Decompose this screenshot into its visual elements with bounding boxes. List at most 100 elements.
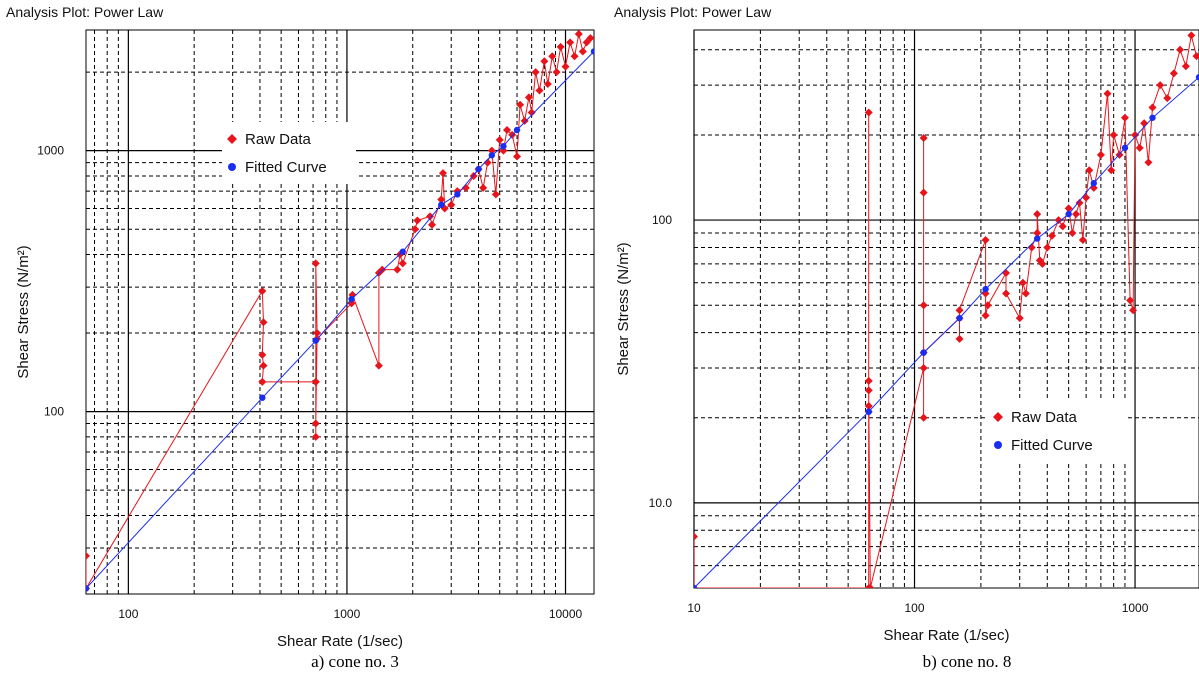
- raw-data-point: [1163, 94, 1172, 103]
- raw-data-point: [258, 350, 267, 359]
- legend-fit-label: Fitted Curve: [1011, 437, 1093, 454]
- raw-data-point: [1058, 222, 1067, 231]
- fitted-curve-point: [1121, 144, 1129, 152]
- plot-area: [694, 31, 1199, 588]
- raw-data-point: [483, 158, 492, 167]
- raw-data-point: [1085, 166, 1094, 175]
- series-fitted-curve: [694, 74, 1199, 588]
- raw-data-point: [1129, 306, 1138, 315]
- y-tick-label: 100: [652, 213, 672, 227]
- raw-data-point: [527, 108, 536, 117]
- raw-data-point: [1156, 81, 1165, 90]
- fitted-curve-point: [500, 143, 507, 150]
- raw-data-point: [535, 86, 544, 95]
- raw-data-point: [1148, 103, 1157, 112]
- x-tick-label: 100: [118, 607, 138, 621]
- legend-fit-marker: [228, 163, 236, 171]
- raw-data-point: [919, 134, 928, 143]
- fitted-curve-point: [865, 408, 872, 415]
- raw-data-point: [1064, 204, 1073, 213]
- series-fitted-curve: [86, 48, 594, 592]
- y-axis-title: Shear Stress (N/m²): [615, 242, 632, 375]
- raw-data-point: [919, 301, 928, 310]
- raw-data-point: [548, 52, 557, 61]
- raw-data-point: [586, 34, 594, 43]
- legend-box: [222, 122, 356, 184]
- raw-data-point: [1103, 89, 1112, 98]
- raw-data-point: [1109, 130, 1118, 139]
- fitted-curve-point: [475, 165, 482, 173]
- chart-panel-b: Analysis Plot: Power Law 10 100 1000 10.0 10…: [600, 0, 1199, 676]
- raw-data-point: [981, 311, 990, 320]
- fitted-curve-point: [454, 191, 461, 198]
- raw-data-point: [516, 100, 525, 109]
- chart-svg-a: 100 1000 10000 100 1000 Shear Rate (1/sec) She…: [15, 29, 595, 650]
- raw-data-point: [86, 551, 90, 560]
- raw-data-point: [574, 30, 583, 38]
- fitted-curve-point: [513, 126, 521, 134]
- raw-data-point: [1033, 229, 1042, 238]
- raw-data-point: [1075, 198, 1084, 207]
- series-raw-data: [86, 30, 594, 593]
- raw-data-point: [1131, 130, 1140, 139]
- raw-data-point: [1015, 314, 1024, 323]
- raw-data-point: [503, 125, 512, 134]
- raw-data-point: [311, 259, 320, 268]
- raw-data-point: [311, 377, 320, 386]
- chart-caption: a) cone no. 3: [311, 652, 399, 671]
- y-tick-label: 1000: [37, 144, 64, 158]
- raw-data-point: [1135, 143, 1144, 152]
- raw-data-point: [919, 188, 928, 197]
- fitted-curve-point: [1090, 180, 1097, 187]
- raw-data-point: [258, 286, 267, 295]
- raw-data-point: [1096, 150, 1105, 159]
- raw-data-point: [1068, 229, 1077, 238]
- fitted-curve-point: [1065, 210, 1072, 218]
- raw-data-point: [1054, 216, 1063, 225]
- raw-data-point: [543, 80, 552, 89]
- y-axis-title: Shear Stress (N/m²): [15, 245, 32, 378]
- raw-data-point: [1043, 243, 1052, 252]
- raw-data-point: [1181, 62, 1190, 71]
- raw-data-point: [540, 57, 549, 66]
- fitted-curve-point: [956, 314, 963, 322]
- raw-data-point: [479, 183, 488, 192]
- fitted-curve-point: [1033, 235, 1041, 242]
- raw-data-point: [447, 200, 456, 209]
- raw-data-point: [495, 135, 504, 144]
- raw-data-point: [864, 108, 873, 117]
- raw-data-point: [694, 532, 698, 541]
- chart-svg-b: 10 100 1000 10.0 100 Shear Rate (1/sec) Shear …: [615, 29, 1199, 644]
- raw-data-point: [1027, 243, 1036, 252]
- raw-data-point: [864, 402, 873, 411]
- raw-data-point: [259, 361, 268, 370]
- fitted-curve-point: [399, 248, 406, 255]
- plot-frame: [85, 29, 595, 595]
- series-raw-data: [694, 31, 1199, 588]
- raw-data-point: [259, 318, 268, 327]
- fitted-curve-line: [86, 51, 594, 589]
- raw-data-point: [582, 38, 591, 47]
- fitted-curve-point: [694, 584, 698, 588]
- raw-data-point: [258, 377, 267, 386]
- raw-data-point: [1033, 210, 1042, 219]
- legend: Raw Data Fitted Curve: [988, 400, 1126, 462]
- fitted-curve-point: [982, 285, 989, 293]
- legend: Raw Data Fitted Curve: [222, 122, 356, 184]
- chart-panel-a: Analysis Plot: Power Law 100 1000 10000 100…: [6, 4, 595, 671]
- raw-data-point: [398, 259, 407, 268]
- raw-data-point: [1021, 289, 1030, 298]
- raw-data-point: [1082, 193, 1091, 202]
- legend-raw-label: Raw Data: [1011, 409, 1078, 426]
- fitted-curve-point: [1149, 114, 1156, 121]
- x-axis-title: Shear Rate (1/sec): [277, 633, 403, 650]
- plot-area: [86, 30, 594, 593]
- raw-data-point: [866, 584, 875, 588]
- raw-data-point: [1047, 231, 1056, 240]
- y-tick-label: 100: [44, 405, 64, 419]
- raw-data-point: [524, 93, 533, 102]
- raw-data-point: [570, 52, 579, 61]
- raw-data-point: [983, 301, 992, 310]
- plot-frame: [693, 29, 1199, 589]
- raw-data-point: [1107, 166, 1116, 175]
